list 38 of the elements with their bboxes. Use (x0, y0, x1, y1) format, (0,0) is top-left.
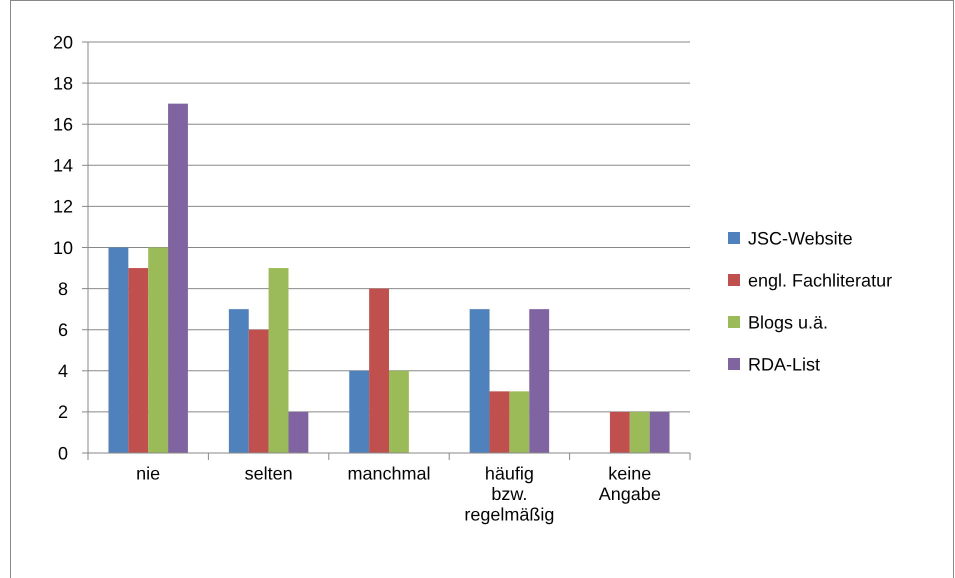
bar (128, 268, 148, 453)
y-tick-label: 10 (52, 238, 74, 258)
legend-label: engl. Fachliteratur (748, 270, 892, 290)
y-tick-label: 12 (52, 196, 74, 217)
bar (650, 412, 670, 453)
y-tick-label: 2 (58, 402, 68, 422)
bar (108, 248, 128, 453)
bar (168, 104, 188, 453)
legend-label: Blogs u.ä. (748, 312, 828, 332)
bar (529, 309, 550, 453)
y-tick-label: 16 (52, 114, 74, 134)
bar (630, 412, 650, 453)
y-tick-label: 18 (52, 73, 74, 94)
bar (349, 370, 370, 453)
bar (490, 391, 510, 453)
x-tick-label: manchmal (347, 463, 431, 484)
bar (228, 309, 249, 453)
legend-label: RDA-List (748, 354, 820, 374)
bar (389, 370, 409, 453)
bar (509, 391, 530, 453)
bar (470, 309, 490, 453)
x-tick-label: nie (136, 463, 160, 484)
y-tick-label: 8 (58, 278, 68, 299)
x-tick-label: häufig bzw. regelmäßig (464, 463, 554, 525)
x-tick-label: keine Angabe (598, 463, 661, 504)
bar (268, 268, 288, 453)
bar (288, 412, 308, 453)
bar (610, 412, 630, 453)
y-tick-label: 14 (52, 156, 74, 176)
bar (248, 330, 269, 453)
y-tick-label: 6 (58, 320, 68, 340)
legend-label: JSC-Website (748, 228, 853, 248)
y-tick-label: 4 (58, 361, 68, 382)
bar (148, 248, 168, 453)
x-tick-label: selten (244, 463, 293, 484)
y-tick-label: 20 (52, 32, 74, 52)
y-tick-label: 0 (58, 443, 68, 464)
bar (369, 288, 389, 453)
